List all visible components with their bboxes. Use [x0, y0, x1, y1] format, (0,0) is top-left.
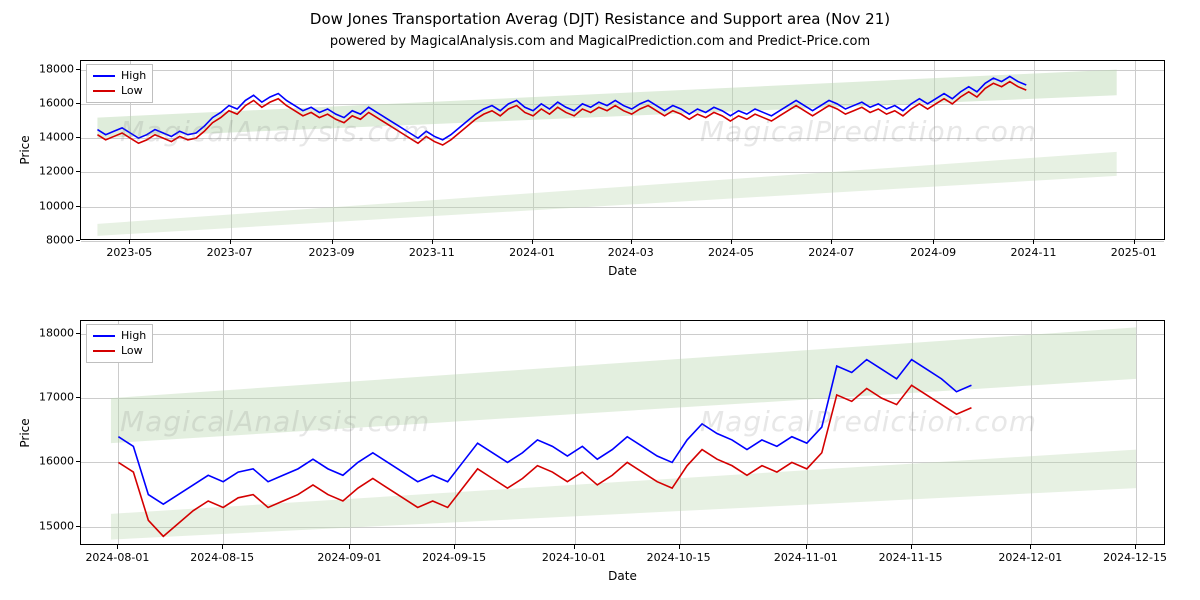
y-tick-label: 8000	[30, 234, 74, 247]
x-tick-label: 2024-10-15	[647, 551, 711, 564]
x-tick-label: 2024-09-01	[317, 551, 381, 564]
x-tick-label: 2025-01	[1111, 246, 1157, 259]
legend-label: Low	[121, 343, 143, 358]
legend-label: Low	[121, 83, 143, 98]
y-tick-label: 10000	[30, 199, 74, 212]
chart-svg	[81, 321, 1166, 546]
legend-swatch	[93, 90, 115, 92]
x-tick-label: 2024-11-01	[774, 551, 838, 564]
legend-swatch	[93, 335, 115, 337]
legend-item: High	[93, 68, 146, 83]
x-tick-label: 2024-11	[1011, 246, 1057, 259]
y-tick-label: 17000	[30, 391, 74, 404]
panel1-xlabel: Date	[608, 264, 637, 278]
x-tick-label: 2024-11-15	[879, 551, 943, 564]
y-tick-label: 18000	[30, 326, 74, 339]
x-tick-label: 2024-05	[708, 246, 754, 259]
x-tick-label: 2024-12-01	[998, 551, 1062, 564]
legend-panel2: HighLow	[86, 324, 153, 363]
grid-line	[81, 241, 1164, 242]
x-tick-label: 2024-09-15	[422, 551, 486, 564]
panel2-xlabel: Date	[608, 569, 637, 583]
y-tick-label: 18000	[30, 62, 74, 75]
x-tick-label: 2024-12-15	[1103, 551, 1167, 564]
x-tick-label: 2024-01	[509, 246, 555, 259]
x-tick-label: 2024-08-15	[190, 551, 254, 564]
x-tick-label: 2024-09	[910, 246, 956, 259]
panel2-ylabel: Price	[18, 418, 32, 447]
x-tick-label: 2024-07	[808, 246, 854, 259]
y-tick-label: 12000	[30, 165, 74, 178]
legend-label: High	[121, 68, 146, 83]
y-tick-label: 14000	[30, 131, 74, 144]
legend-item: Low	[93, 83, 146, 98]
y-tick-label: 16000	[30, 96, 74, 109]
chart-subtitle: powered by MagicalAnalysis.com and Magic…	[0, 34, 1200, 49]
legend-label: High	[121, 328, 146, 343]
chart-svg	[81, 61, 1166, 241]
legend-item: Low	[93, 343, 146, 358]
chart-panel-top	[80, 60, 1165, 240]
chart-title: Dow Jones Transportation Averag (DJT) Re…	[0, 10, 1200, 28]
legend-swatch	[93, 75, 115, 77]
x-tick-label: 2024-03	[608, 246, 654, 259]
legend-swatch	[93, 350, 115, 352]
support-resistance-band	[111, 327, 1136, 443]
y-tick-label: 16000	[30, 455, 74, 468]
support-resistance-band	[97, 70, 1116, 139]
x-tick-label: 2024-10-01	[542, 551, 606, 564]
x-tick-label: 2024-08-01	[85, 551, 149, 564]
support-resistance-band	[111, 450, 1136, 540]
support-resistance-band	[97, 152, 1116, 236]
x-tick-label: 2023-11	[409, 246, 455, 259]
legend-item: High	[93, 328, 146, 343]
x-tick-label: 2023-09	[309, 246, 355, 259]
panel1-ylabel: Price	[18, 135, 32, 164]
legend-panel1: HighLow	[86, 64, 153, 103]
x-tick-label: 2023-07	[207, 246, 253, 259]
x-tick-label: 2023-05	[106, 246, 152, 259]
y-tick-label: 15000	[30, 519, 74, 532]
chart-panel-bottom	[80, 320, 1165, 545]
